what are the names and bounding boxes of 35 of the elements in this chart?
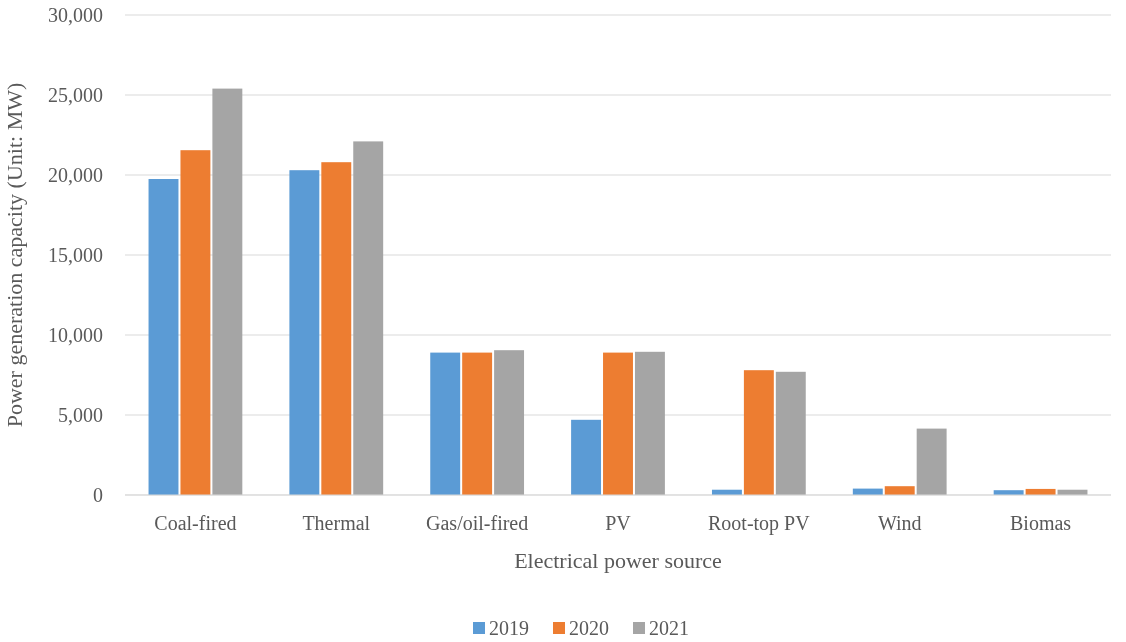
- bar: [743, 370, 774, 495]
- legend-label: 2019: [489, 617, 529, 639]
- bar: [494, 350, 525, 495]
- y-tick-label: 25,000: [48, 84, 103, 106]
- y-tick-label: 20,000: [48, 164, 103, 186]
- bar: [430, 352, 461, 495]
- x-tick-label: Root-top PV: [708, 512, 811, 535]
- bar: [571, 419, 602, 495]
- bar: [212, 88, 243, 495]
- legend-label: 2020: [569, 617, 609, 639]
- bar: [884, 486, 915, 495]
- y-tick-label: 15,000: [48, 244, 103, 266]
- bar: [321, 162, 352, 495]
- x-tick-label: PV: [605, 512, 632, 534]
- bar: [603, 352, 633, 495]
- bar: [148, 179, 179, 495]
- x-tick-label: Biomas: [1010, 512, 1072, 534]
- y-tick-label: 5,000: [58, 404, 103, 426]
- bar: [462, 352, 493, 495]
- x-tick-label: Gas/oil-fired: [426, 512, 529, 534]
- bar: [775, 371, 806, 495]
- bar: [353, 141, 384, 495]
- bar: [180, 150, 211, 495]
- x-axis-title: Electrical power source: [514, 548, 722, 573]
- y-tick-label: 10,000: [48, 324, 103, 346]
- bar: [916, 428, 947, 495]
- y-tick-label: 0: [93, 484, 103, 506]
- bar: [289, 170, 320, 495]
- x-tick-label: Thermal: [302, 512, 371, 534]
- y-tick-label: 30,000: [48, 4, 103, 26]
- x-tick-label: Wind: [877, 512, 922, 534]
- x-tick-label: Coal-fired: [154, 512, 237, 534]
- y-axis-title: Power generation capacity (Unit: MW): [2, 82, 27, 428]
- bar: [634, 351, 665, 495]
- legend-label: 2021: [649, 617, 689, 639]
